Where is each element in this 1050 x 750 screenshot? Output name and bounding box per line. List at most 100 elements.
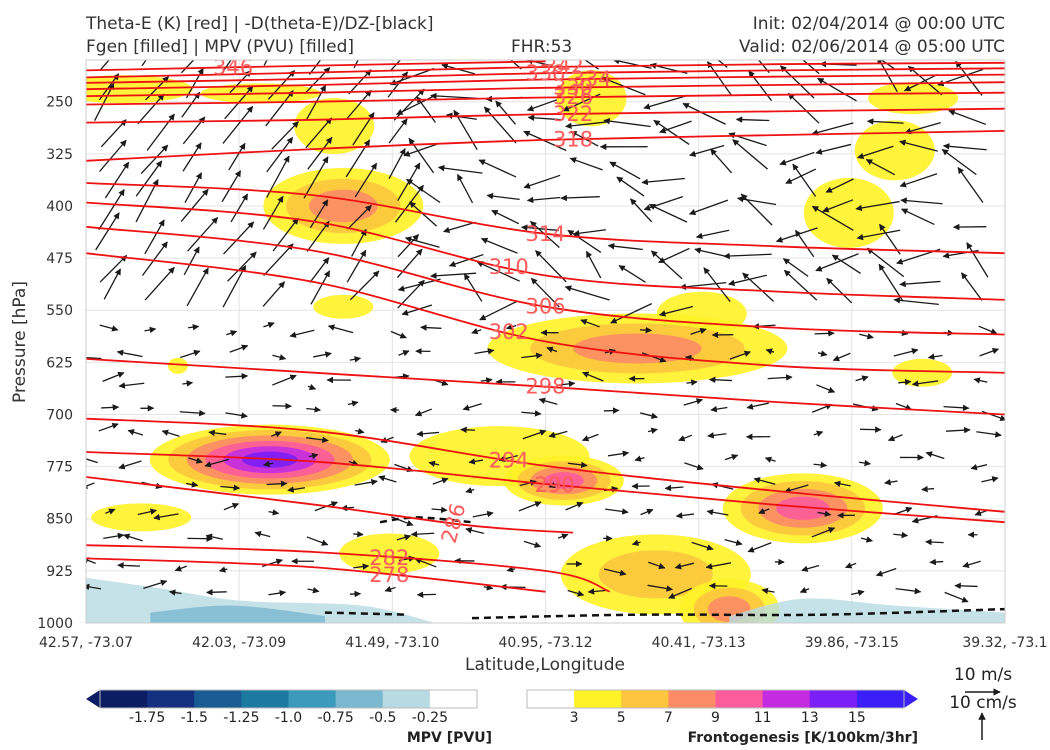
wind-vector bbox=[416, 591, 436, 598]
wind-vector bbox=[105, 508, 116, 515]
theta-e-contour bbox=[86, 451, 1005, 524]
x-tick-labels: 42.57, -73.07 42.03, -73.09 41.49, -73.10 4… bbox=[39, 635, 1048, 651]
wind-vector bbox=[204, 458, 229, 468]
wind-vector bbox=[565, 121, 607, 130]
wind-vector bbox=[220, 484, 241, 491]
wind-vector bbox=[764, 456, 776, 463]
theta-e-contour bbox=[86, 544, 611, 593]
wind-vector bbox=[355, 427, 365, 435]
wind-vector bbox=[710, 148, 733, 174]
wind-vector bbox=[186, 267, 209, 307]
colorbar-tick-label: -0.5 bbox=[369, 710, 396, 726]
wind-vector bbox=[567, 589, 585, 597]
wind-vector bbox=[706, 509, 729, 516]
wind-vector bbox=[349, 356, 362, 363]
wind-vector bbox=[270, 431, 282, 438]
wind-vector bbox=[640, 412, 658, 419]
wind-vector bbox=[313, 351, 332, 358]
wind-vector bbox=[479, 300, 518, 321]
wind-vector bbox=[188, 323, 200, 331]
y-axis-label: Pressure [hPa] bbox=[10, 281, 30, 403]
wind-vector bbox=[901, 208, 935, 226]
wind-vector bbox=[443, 221, 476, 234]
x-axis-label: Latitude,Longitude bbox=[465, 655, 625, 675]
theta-e-contour-label: 318 bbox=[553, 127, 593, 151]
wind-vector bbox=[970, 463, 988, 471]
wind-vector bbox=[404, 236, 440, 248]
wind-vector bbox=[397, 234, 420, 258]
wind-vector bbox=[388, 148, 406, 179]
wind-vector bbox=[483, 106, 517, 144]
wind-vector bbox=[813, 461, 828, 469]
x-tick-label: 41.49, -73.10 bbox=[345, 635, 439, 651]
wind-vector bbox=[222, 264, 247, 308]
wind-vector bbox=[391, 516, 414, 527]
wind-vector bbox=[180, 188, 209, 222]
wind-vector bbox=[287, 486, 306, 493]
wind-vector bbox=[647, 427, 658, 434]
wind-vector bbox=[414, 557, 437, 568]
theta-e-contour bbox=[86, 130, 1005, 162]
wind-vector bbox=[351, 228, 367, 257]
colorbar-segment bbox=[621, 690, 669, 708]
wind-vector bbox=[535, 250, 567, 283]
wind-vector bbox=[822, 199, 854, 213]
dthetae-dz-contour bbox=[324, 611, 408, 616]
wind-vector bbox=[393, 88, 425, 121]
theta-e-contour-label: 290 bbox=[535, 473, 575, 497]
wind-vector bbox=[682, 102, 726, 125]
wind-vector bbox=[168, 589, 182, 596]
fgen-fill-area bbox=[776, 496, 830, 520]
wind-vector bbox=[816, 384, 836, 393]
wind-vector bbox=[468, 458, 484, 465]
colorbar-tick-label: 11 bbox=[754, 710, 772, 726]
wind-vector bbox=[860, 536, 873, 543]
wind-vector bbox=[223, 502, 240, 511]
wind-vector bbox=[643, 94, 689, 110]
colorbar-segment bbox=[809, 690, 858, 708]
wind-vector bbox=[758, 507, 770, 514]
wind-vector bbox=[689, 144, 725, 157]
wind-vector bbox=[955, 60, 983, 96]
wind-vector bbox=[306, 406, 322, 413]
y-tick-label: 1000 bbox=[37, 616, 73, 632]
wind-vector bbox=[815, 253, 859, 272]
wind-vector bbox=[127, 429, 144, 436]
colorbar-tick-label: 15 bbox=[848, 710, 866, 726]
y-tick-label: 475 bbox=[46, 251, 73, 267]
wind-vector bbox=[546, 346, 558, 353]
wind-vector bbox=[208, 429, 227, 437]
colorbar-segment bbox=[715, 690, 764, 708]
wind-vector bbox=[354, 478, 378, 486]
wind-vector bbox=[567, 461, 588, 469]
wind-vector bbox=[137, 508, 158, 516]
wind-vector bbox=[309, 199, 329, 229]
theta-e-contour-label: 326 bbox=[553, 85, 593, 109]
theta-e-contours bbox=[86, 60, 1005, 593]
wind-vector bbox=[683, 398, 704, 406]
wind-vector bbox=[845, 562, 857, 569]
wind-vector bbox=[206, 589, 227, 596]
wind-vector bbox=[850, 589, 865, 596]
wind-vector bbox=[456, 173, 474, 204]
wind-vector bbox=[565, 501, 584, 511]
theta-e-contour-label: 342 bbox=[544, 55, 584, 79]
wind-vector bbox=[925, 538, 944, 546]
wind-vector bbox=[480, 377, 493, 384]
wind-vector bbox=[349, 270, 380, 301]
plot-frame bbox=[85, 59, 1006, 624]
wind-vector bbox=[884, 478, 898, 486]
wind-vector bbox=[875, 567, 897, 577]
wind-vector bbox=[630, 198, 653, 223]
wind-vector bbox=[353, 563, 370, 570]
wind-vector bbox=[460, 426, 476, 434]
colorbar-segment bbox=[100, 690, 148, 708]
x-tick-label: 39.32, -73.1 bbox=[962, 635, 1047, 651]
y-tick-label: 325 bbox=[46, 147, 73, 163]
colorbar-segment bbox=[762, 690, 811, 708]
wind-vector bbox=[506, 323, 517, 330]
wind-vector bbox=[523, 540, 542, 548]
wind-vector bbox=[222, 60, 232, 73]
wind-vector bbox=[746, 402, 769, 410]
wind-vector bbox=[353, 530, 364, 538]
